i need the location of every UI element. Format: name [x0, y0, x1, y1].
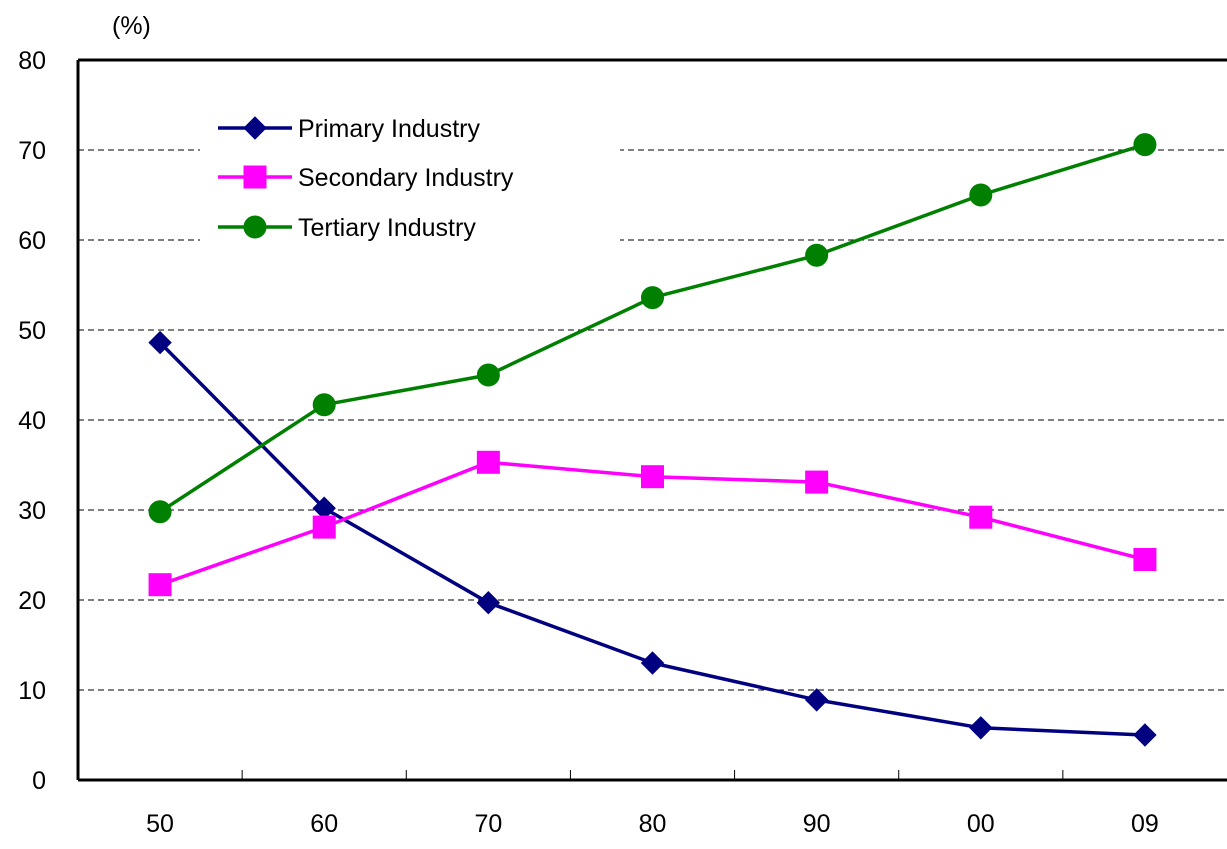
data-point-square — [1133, 548, 1157, 571]
x-tick-label: 70 — [474, 810, 502, 838]
y-axis-unit-label: (%) — [112, 12, 151, 40]
data-point-square — [641, 465, 664, 489]
data-point-diamond — [640, 651, 665, 675]
x-tick-label: 00 — [967, 810, 995, 838]
axes: 0 10 20 30 40 50 60 70 80 50 60 70 80 90 00 09 — [18, 47, 1227, 838]
x-tick-label: 90 — [803, 810, 831, 838]
legend-label: Secondary Industry — [298, 164, 514, 192]
legend-item: Secondary Industry — [218, 164, 514, 192]
data-point-square — [969, 505, 993, 529]
series-2 — [148, 133, 1157, 524]
legend-marker — [243, 165, 267, 189]
data-point-circle — [148, 500, 172, 524]
data-point-square — [148, 573, 172, 597]
series-1 — [148, 450, 1157, 597]
series-line — [158, 341, 1146, 737]
series-group — [148, 133, 1157, 747]
y-tick-label: 30 — [18, 497, 46, 525]
x-tick-label: 50 — [146, 810, 174, 838]
legend-marker — [243, 116, 267, 140]
legend-item: Primary Industry — [218, 115, 480, 143]
legend-background — [200, 100, 620, 248]
x-tick-label: 09 — [1131, 810, 1159, 838]
y-tick-label: 80 — [18, 47, 46, 75]
legend-marker — [243, 215, 267, 239]
data-point-square — [805, 470, 829, 494]
y-tick-label: 70 — [18, 137, 46, 165]
y-tick-label: 10 — [18, 677, 46, 705]
data-point-circle — [969, 183, 993, 207]
x-tick-label: 80 — [639, 810, 667, 838]
data-point-diamond — [476, 590, 501, 615]
legend-item: Tertiary Industry — [218, 214, 476, 242]
x-tick-label: 60 — [310, 810, 338, 838]
y-tick-label: 20 — [18, 587, 46, 615]
legend-label: Primary Industry — [298, 115, 480, 143]
data-point-circle — [476, 363, 500, 387]
data-point-circle — [312, 393, 336, 417]
y-tick-label: 50 — [18, 317, 46, 345]
legend-label: Tertiary Industry — [298, 214, 476, 242]
data-point-circle — [1133, 133, 1157, 157]
legend: Primary Industry Secondary Industry Tertia… — [200, 100, 620, 248]
data-point-square — [476, 450, 500, 474]
data-point-square — [312, 515, 336, 539]
data-point-diamond — [804, 688, 829, 712]
data-point-diamond — [969, 716, 993, 740]
data-point-diamond — [1133, 723, 1157, 747]
data-point-circle — [641, 286, 664, 310]
series-0 — [148, 330, 1157, 747]
y-tick-label: 0 — [32, 767, 46, 795]
data-point-diamond — [148, 330, 172, 355]
data-point-circle — [805, 243, 829, 267]
y-tick-label: 60 — [18, 227, 46, 255]
y-tick-label: 40 — [18, 407, 46, 435]
